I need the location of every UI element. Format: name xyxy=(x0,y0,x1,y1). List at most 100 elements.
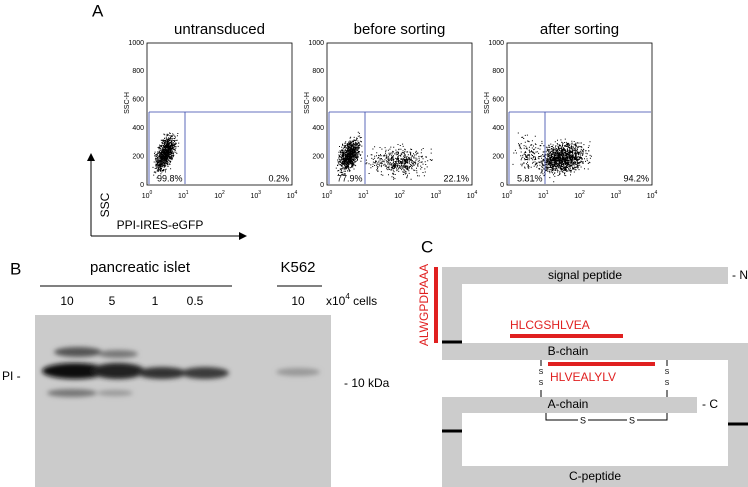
y-tick-label: 1000 xyxy=(488,40,504,47)
x-tick-label: 102 xyxy=(574,190,585,200)
tick-exp: 3 xyxy=(258,190,261,196)
tick-base: 10 xyxy=(502,193,510,200)
x-tick-label: 101 xyxy=(358,190,369,200)
plot-title: before sorting xyxy=(354,21,446,38)
y-tick-label: 200 xyxy=(492,153,504,160)
x-tick-label: 100 xyxy=(322,190,333,200)
plot-title: untransduced xyxy=(174,21,265,38)
epitope-bar xyxy=(548,362,655,366)
panel-letter: B xyxy=(10,259,21,278)
tick-base: 10 xyxy=(430,193,438,200)
blot xyxy=(35,315,331,487)
y-tick-label: 800 xyxy=(312,68,324,75)
x-tick-label: 104 xyxy=(647,190,658,200)
epitope-bar xyxy=(434,267,438,343)
unit-prefix: x10 xyxy=(326,294,346,308)
panel-letter: C xyxy=(421,237,433,256)
tick-exp: 3 xyxy=(438,190,441,196)
y-tick-label: 400 xyxy=(492,125,504,132)
tick-exp: 1 xyxy=(366,190,369,196)
events xyxy=(335,131,433,180)
events xyxy=(512,132,592,183)
region-label: B-chain xyxy=(548,344,589,358)
y-tick-label: 800 xyxy=(492,68,504,75)
y-axis-label: SSC-H xyxy=(304,92,311,114)
lane-label: 1 xyxy=(152,294,159,308)
gate xyxy=(508,111,651,184)
tick-base: 10 xyxy=(467,193,475,200)
tick-base: 10 xyxy=(214,193,222,200)
tick-exp: 2 xyxy=(402,190,405,196)
y-tick-label: 1000 xyxy=(128,40,144,47)
x-tick-label: 103 xyxy=(610,190,621,200)
gate-percent: 99.8% xyxy=(157,173,183,183)
y-tick-label: 0 xyxy=(140,182,144,189)
y-tick-label: 600 xyxy=(132,97,144,104)
lane-label: 5 xyxy=(109,294,116,308)
y-tick-label: 400 xyxy=(132,125,144,132)
sulfur: S xyxy=(665,380,670,387)
plot-frame xyxy=(326,42,473,186)
y-tick-label: 600 xyxy=(312,97,324,104)
tick-base: 10 xyxy=(538,193,546,200)
tick-exp: 2 xyxy=(222,190,225,196)
tick-exp: 0 xyxy=(330,190,333,196)
tick-base: 10 xyxy=(610,193,618,200)
terminus: - N xyxy=(732,268,748,282)
tick-exp: 0 xyxy=(510,190,513,196)
gate-percent: 0.2% xyxy=(268,173,289,183)
x-tick-label: 102 xyxy=(214,190,225,200)
gate xyxy=(328,111,471,184)
gate-percent: 77.9% xyxy=(337,173,363,183)
sulfur: S xyxy=(629,415,635,425)
tick-base: 10 xyxy=(178,193,186,200)
insulin-schema xyxy=(442,267,748,487)
group-label: pancreatic islet xyxy=(90,259,191,276)
bands xyxy=(42,347,320,397)
lane-label: 0.5 xyxy=(187,294,204,308)
epitope: HLVEALYLV xyxy=(550,370,616,384)
y-arrow-label: SSC xyxy=(98,192,112,217)
tick-base: 10 xyxy=(287,193,295,200)
x-tick-label: 104 xyxy=(287,190,298,200)
disulfide xyxy=(540,360,668,421)
terminus: - C xyxy=(702,397,718,411)
unit-suffix: cells xyxy=(350,294,377,308)
unit-label: x104 cells xyxy=(326,292,377,308)
band-label: PI - xyxy=(2,369,21,383)
x-arrow-label: PPI-IRES-eGFP xyxy=(117,218,204,232)
x-tick-label: 101 xyxy=(538,190,549,200)
x-tick-label: 103 xyxy=(250,190,261,200)
y-axis-label: SSC-H xyxy=(484,92,491,114)
x-tick-label: 102 xyxy=(394,190,405,200)
gate-percent: 5.81% xyxy=(517,173,543,183)
unit-exp: 4 xyxy=(345,292,350,301)
plot-frame xyxy=(146,42,293,186)
tick-base: 10 xyxy=(142,193,150,200)
tick-exp: 4 xyxy=(295,190,298,196)
tick-exp: 2 xyxy=(582,190,585,196)
x-tick-label: 101 xyxy=(178,190,189,200)
y-tick-label: 1000 xyxy=(308,40,324,47)
epitope: ALWGPDPAAA xyxy=(417,264,431,346)
group-label: K562 xyxy=(280,259,315,276)
lane-labels: 10 5 1 0.5 10 xyxy=(60,294,305,308)
x-tick-label: 103 xyxy=(430,190,441,200)
lane-label: 10 xyxy=(291,294,305,308)
tick-exp: 0 xyxy=(150,190,153,196)
epitope: HLCGSHLVEA xyxy=(510,318,590,332)
sulfur: S xyxy=(665,369,670,376)
sulfur: S xyxy=(539,380,544,387)
region-label: signal peptide xyxy=(548,268,622,282)
y-tick-label: 0 xyxy=(320,182,324,189)
x-tick-label: 104 xyxy=(467,190,478,200)
plot-frame xyxy=(506,42,653,186)
sulfur: S xyxy=(580,415,586,425)
panel-letter: A xyxy=(92,1,104,20)
tick-base: 10 xyxy=(358,193,366,200)
events xyxy=(152,132,180,179)
tick-exp: 1 xyxy=(186,190,189,196)
tick-base: 10 xyxy=(394,193,402,200)
gate-percent: 94.2% xyxy=(623,173,649,183)
